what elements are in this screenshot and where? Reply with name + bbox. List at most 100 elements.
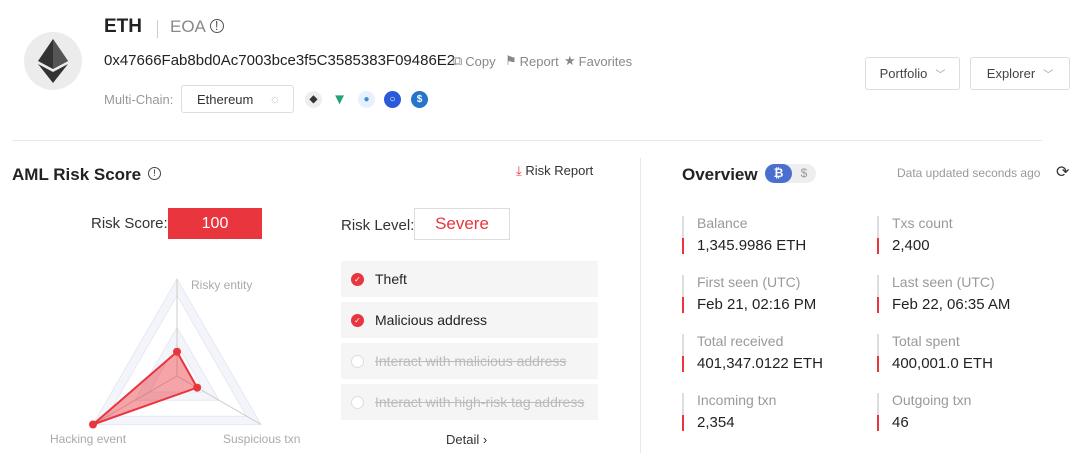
metric-label: Incoming txn — [697, 392, 777, 408]
metric-value: Feb 21, 02:16 PM — [697, 296, 817, 313]
metric-bar — [877, 216, 879, 254]
metric-label: Txs count — [892, 215, 953, 231]
metric-value: 2,354 — [697, 414, 735, 431]
risk-tag-label: Interact with malicious address — [375, 353, 567, 369]
drop-icon[interactable]: ● — [358, 91, 375, 108]
address: 0x47666Fab8bd0Ac7003bce3f5C3585383F09486… — [104, 52, 456, 69]
chevron-right-icon: › — [482, 432, 488, 447]
eth-logo — [24, 32, 82, 90]
chain-value: Ethereum — [197, 92, 254, 107]
risk-report-label: Risk Report — [525, 163, 594, 178]
chevron-down-icon: ﹀ — [935, 70, 946, 81]
radar-axis — [92, 375, 178, 425]
metric-value: Feb 22, 06:35 AM — [892, 296, 1011, 313]
copy-label: Copy — [465, 53, 496, 69]
account-type: EOA ! — [170, 17, 224, 37]
favorites-button[interactable]: ★ Favorites — [564, 53, 632, 69]
risk-tag-label: Theft — [375, 271, 407, 287]
metric-bar — [877, 393, 879, 431]
account-type-label: EOA — [170, 17, 205, 36]
metric-bar — [877, 334, 879, 372]
metric-label: First seen (UTC) — [697, 274, 801, 290]
divider — [640, 158, 641, 453]
metric-label: Total spent — [892, 333, 960, 349]
eth-icon[interactable]: ◆ — [305, 91, 322, 108]
info-icon[interactable]: ! — [209, 19, 224, 33]
metric-item: Incoming txn 2,354 — [682, 392, 862, 438]
divider — [157, 20, 158, 38]
detail-link[interactable]: Detail › — [446, 432, 487, 447]
metric-bar — [682, 216, 684, 254]
radar-label-risky-entity: Risky entity — [191, 278, 253, 292]
chainlink-icon[interactable]: ○ — [384, 91, 401, 108]
token-symbol: ETH — [104, 16, 142, 37]
metric-item: Balance 1,345.9986 ETH — [682, 215, 862, 261]
metric-bar — [682, 334, 684, 372]
risk-level-label: Risk Level: — [341, 217, 415, 234]
metric-item: Outgoing txn 46 — [877, 392, 1057, 438]
star-icon: ★ — [564, 53, 576, 68]
metric-item: Last seen (UTC) Feb 22, 06:35 AM — [877, 274, 1057, 320]
radar-chart — [88, 277, 262, 429]
metric-item: First seen (UTC) Feb 21, 02:16 PM — [682, 274, 862, 320]
btc-option[interactable]: ₿ — [765, 164, 792, 183]
usd-option[interactable]: $ — [800, 166, 808, 180]
explorer-label: Explorer — [986, 66, 1036, 81]
metric-value: 46 — [892, 414, 909, 431]
divider — [12, 140, 1042, 141]
radar-label-suspicious-txn: Suspicious txn — [223, 432, 301, 446]
metric-label: Balance — [697, 215, 748, 231]
copy-button[interactable]: ⧉ Copy — [453, 53, 496, 69]
empty-circle-icon — [351, 354, 364, 368]
report-button[interactable]: ⚑ Report — [505, 53, 559, 69]
risk-tag-label: Malicious address — [375, 312, 488, 328]
multichain-label: Multi-Chain: — [104, 92, 174, 107]
risk-report-button[interactable]: ⤓ Risk Report — [516, 163, 593, 179]
info-icon[interactable]: ! — [148, 167, 161, 180]
usdc-icon[interactable]: $ — [411, 91, 428, 108]
risk-tag: ✓ Malicious address — [341, 302, 598, 338]
metric-item: Total spent 400,001.0 ETH — [877, 333, 1057, 379]
radar-label-hacking-event: Hacking event — [50, 432, 127, 446]
risk-tag: Interact with malicious address — [341, 343, 598, 379]
radar-point — [88, 420, 97, 429]
metric-item: Total received 401,347.0122 ETH — [682, 333, 862, 379]
updated-status: Data updated seconds ago — [897, 166, 1041, 180]
overview-title: Overview — [682, 165, 758, 184]
check-circle-icon: ✓ — [351, 272, 364, 286]
check-circle-icon: ✓ — [351, 313, 364, 327]
download-icon: ⤓ — [516, 163, 522, 178]
metric-bar — [682, 393, 684, 431]
radar-point — [193, 383, 202, 392]
risk-score-value: 100 — [168, 208, 262, 239]
aml-title: AML Risk Score — [12, 165, 142, 184]
metric-item: Txs count 2,400 — [877, 215, 1057, 261]
risk-tag: Interact with high-risk tag address — [341, 384, 598, 420]
metric-value: 400,001.0 ETH — [892, 355, 993, 372]
detail-label: Detail — [446, 432, 480, 447]
radar-area — [92, 350, 199, 426]
metric-label: Last seen (UTC) — [892, 274, 995, 290]
empty-circle-icon — [351, 395, 364, 409]
currency-toggle[interactable]: ₿ $ — [765, 164, 816, 183]
metric-label: Outgoing txn — [892, 392, 972, 408]
portfolio-label: Portfolio — [879, 66, 928, 81]
explorer-dropdown[interactable]: Explorer ﹀ — [970, 57, 1070, 90]
risk-level-value: Severe — [414, 208, 510, 240]
refresh-icon[interactable]: ⟳ — [1056, 164, 1070, 181]
radar-point — [173, 347, 181, 356]
metric-value: 1,345.9986 ETH — [697, 237, 807, 254]
risk-tag: ✓ Theft — [341, 261, 598, 297]
favorites-label: Favorites — [578, 53, 633, 69]
chevron-down-icon: ﹀ — [1043, 70, 1054, 81]
risk-tag-label: Interact with high-risk tag address — [375, 394, 585, 410]
metric-bar — [877, 275, 879, 313]
report-label: Report — [519, 53, 559, 69]
metric-value: 401,347.0122 ETH — [697, 355, 823, 372]
tether-icon[interactable]: ▼ — [331, 91, 348, 108]
chain-select[interactable]: Ethereum ☼ — [181, 85, 294, 113]
portfolio-dropdown[interactable]: Portfolio ﹀ — [865, 57, 960, 90]
loading-icon: ☼ — [269, 91, 281, 106]
metric-value: 2,400 — [892, 237, 930, 254]
flag-icon: ⚑ — [505, 53, 517, 68]
